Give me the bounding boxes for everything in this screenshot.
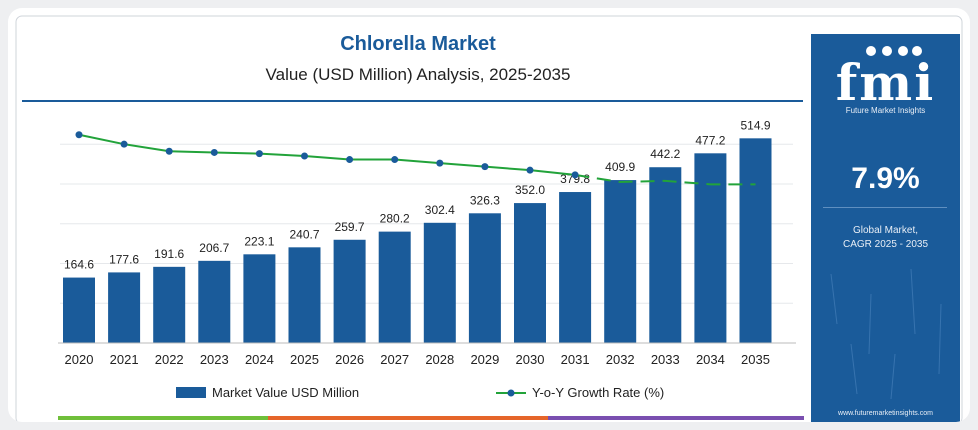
chart-svg: Chlorella Market Value (USD Million) Anal… [15, 15, 963, 422]
bar [739, 138, 772, 343]
legend-bar-label: Market Value USD Million [212, 385, 359, 400]
bar-value-label: 442.2 [650, 147, 680, 161]
logo-tagline: Future Market Insights [845, 106, 926, 115]
bar-value-label: 352.0 [515, 183, 545, 197]
chart-card: Chlorella Market Value (USD Million) Anal… [8, 8, 970, 422]
growth-point [120, 140, 128, 148]
chart-title: Chlorella Market [340, 33, 496, 55]
x-tick-label: 2029 [470, 352, 499, 367]
bar [333, 239, 366, 343]
growth-point [301, 152, 308, 160]
legend-bar-swatch [176, 387, 206, 398]
bar-value-label: 302.4 [425, 203, 455, 217]
website-url: www.futuremarketinsights.com [838, 410, 933, 417]
legend-line-marker [507, 389, 515, 397]
bar [243, 254, 276, 343]
logo-wordmark: fmi [835, 53, 936, 112]
bar [198, 260, 231, 343]
x-tick-label: 2032 [606, 352, 635, 367]
bar-value-label: 164.6 [64, 258, 94, 272]
bar-value-label: 280.2 [380, 212, 410, 226]
bar [288, 247, 321, 343]
x-tick-label: 2020 [65, 352, 94, 367]
bar-value-label: 240.7 [289, 227, 319, 241]
bar-value-label: 191.6 [154, 247, 184, 261]
bottom-strip-green [58, 416, 268, 420]
legend-line-label: Y-o-Y Growth Rate (%) [532, 385, 664, 400]
x-tick-label: 2033 [651, 352, 680, 367]
x-tick-label: 2027 [380, 352, 409, 367]
bar-value-label: 206.7 [199, 241, 229, 255]
bar-value-label: 326.3 [470, 193, 500, 207]
growth-point [75, 131, 83, 139]
fmi-logo: fmi Future Market Insights [811, 38, 960, 115]
bar [559, 192, 592, 343]
bottom-strip-orange [268, 416, 548, 420]
bar-value-label: 477.2 [695, 133, 725, 147]
panel-texture [830, 268, 942, 400]
x-tick-label: 2021 [110, 352, 139, 367]
growth-point [346, 156, 354, 164]
chart-subtitle: Value (USD Million) Analysis, 2025-2035 [266, 65, 571, 84]
bar [378, 231, 411, 343]
x-tick-label: 2030 [516, 352, 545, 367]
growth-point [210, 148, 218, 156]
bar [153, 266, 186, 343]
bar [63, 277, 95, 343]
x-tick-label: 2024 [245, 352, 274, 367]
logo-icons [866, 46, 922, 56]
bar [514, 203, 546, 343]
bottom-strip-purple [548, 416, 804, 420]
growth-point [526, 166, 534, 174]
bar [649, 167, 682, 343]
bar [694, 153, 727, 343]
growth-line-forecast [574, 173, 756, 186]
bar [468, 213, 501, 343]
x-tick-label: 2022 [155, 352, 184, 367]
bar-value-label: 514.9 [740, 118, 770, 132]
growth-line [78, 133, 576, 176]
growth-point [571, 171, 579, 179]
growth-point [255, 150, 263, 158]
bar-value-label: 409.9 [605, 160, 635, 174]
x-tick-label: 2034 [696, 352, 725, 367]
panel-divider [823, 207, 947, 208]
bar [604, 180, 637, 343]
bar [108, 272, 141, 343]
x-tick-label: 2023 [200, 352, 229, 367]
growth-point [436, 159, 444, 167]
cagr-label: Global Market, CAGR 2025 - 2035 [842, 225, 929, 250]
bar [423, 222, 456, 343]
x-tick-label: 2035 [741, 352, 770, 367]
growth-point [481, 163, 489, 171]
chart-border [15, 15, 963, 422]
growth-point [165, 147, 173, 155]
x-tick-label: 2028 [425, 352, 454, 367]
bar-value-label: 259.7 [335, 220, 365, 234]
bar-value-label: 177.6 [109, 252, 139, 266]
brand-panel: fmi Future Market Insights 7.9% Global M… [811, 34, 960, 422]
growth-point [391, 156, 399, 164]
x-tick-label: 2026 [335, 352, 364, 367]
x-tick-label: 2025 [290, 352, 319, 367]
x-tick-label: 2031 [561, 352, 590, 367]
bar-value-label: 223.1 [244, 234, 274, 248]
cagr-value: 7.9% [851, 162, 920, 195]
